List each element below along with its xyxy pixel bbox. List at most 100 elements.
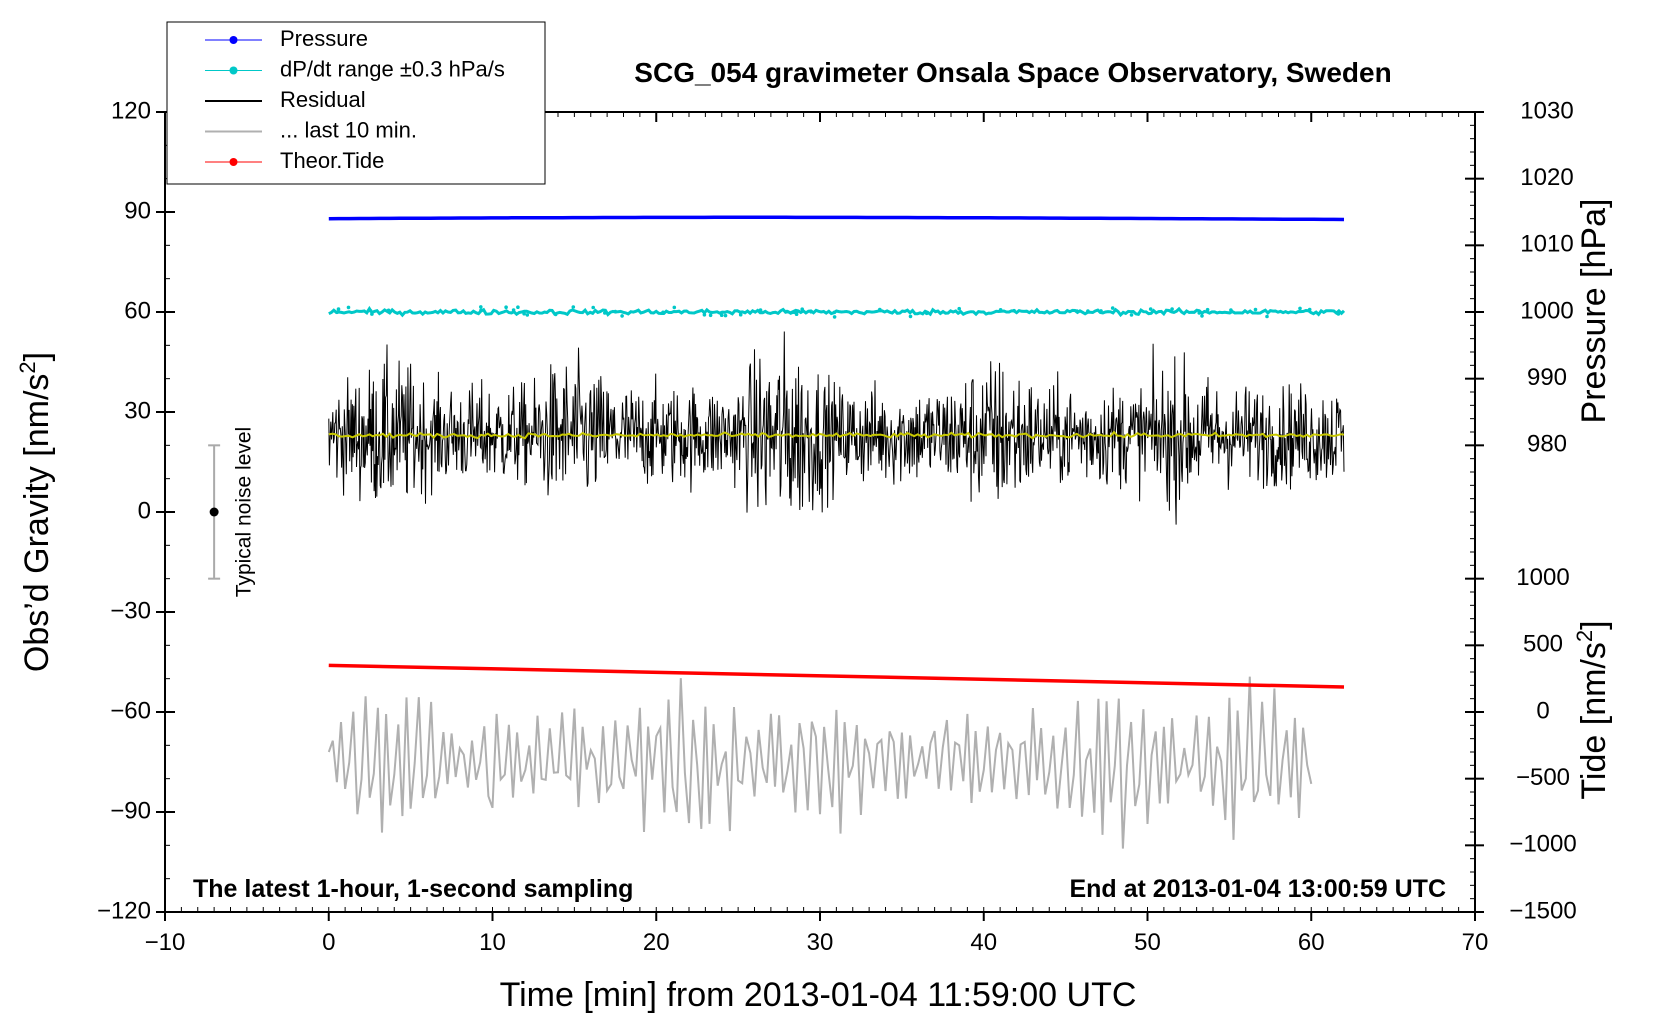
dpdt-point xyxy=(1229,308,1233,312)
dpdt-point xyxy=(790,310,794,315)
series-last-10-min xyxy=(327,676,1313,849)
y-left-tick-label: 60 xyxy=(124,297,151,324)
dpdt-point xyxy=(1200,314,1204,318)
dpdt-point xyxy=(1205,307,1210,312)
dpdt-point xyxy=(661,310,665,315)
dpdt-point xyxy=(1197,311,1201,315)
y-left-tick-label: 90 xyxy=(124,197,151,224)
pressure-tick-label: 990 xyxy=(1527,364,1567,391)
y-axis-pressure-title: Pressure [hPa] xyxy=(1575,199,1613,424)
pressure-tick-label: 980 xyxy=(1527,431,1567,458)
dpdt-point xyxy=(553,312,558,317)
pressure-tick-label: 1000 xyxy=(1520,297,1573,324)
x-tick-label: 10 xyxy=(479,929,506,956)
dpdt-point xyxy=(591,305,595,310)
dpdt-point xyxy=(809,310,813,314)
dpdt-point xyxy=(335,310,339,315)
pressure-tick-label: 1020 xyxy=(1520,164,1573,191)
dpdt-point xyxy=(878,307,882,312)
dpdt-point xyxy=(719,313,724,318)
dpdt-point xyxy=(336,307,341,311)
series-pressure xyxy=(328,215,1345,222)
dpdt-point xyxy=(672,305,677,310)
dpdt-point xyxy=(908,314,913,319)
dpdt-point xyxy=(620,314,624,318)
y-left-tick-label: −60 xyxy=(110,697,151,724)
dpdt-point xyxy=(368,309,373,313)
dpdt-point xyxy=(1265,314,1269,319)
legend-label: ... last 10 min. xyxy=(280,117,417,142)
dpdt-point xyxy=(702,313,707,317)
x-tick-label: −10 xyxy=(145,929,186,956)
dpdt-point xyxy=(832,310,837,315)
dpdt-point xyxy=(1253,307,1258,312)
noise-level-indicator xyxy=(208,444,221,580)
series-residual xyxy=(328,331,1345,525)
tide-tick-label: 1000 xyxy=(1516,564,1569,591)
x-tick-label: 20 xyxy=(643,929,670,956)
y-left-tick-label: −120 xyxy=(97,897,151,924)
dpdt-point xyxy=(723,313,728,318)
dpdt-point xyxy=(603,311,607,315)
y-left-tick-label: −30 xyxy=(110,597,151,624)
tide-tick-label: 0 xyxy=(1536,697,1549,724)
dpdt-point xyxy=(516,305,520,310)
x-tick-label: 70 xyxy=(1462,929,1489,956)
noise-bar-center xyxy=(209,507,219,517)
y-axis-left-title-close: ] xyxy=(18,352,56,361)
dpdt-point xyxy=(1148,307,1153,311)
y-axis-tide-title-sup: 2 xyxy=(1572,630,1597,642)
series-layer xyxy=(327,215,1346,849)
dpdt-point xyxy=(613,309,618,314)
dpdt-point xyxy=(924,311,929,316)
dpdt-point xyxy=(1307,307,1312,312)
x-tick-label: 30 xyxy=(807,929,834,956)
legend-marker xyxy=(229,158,238,166)
y-axis-left-title: Obs’d Gravity [nm/s2] xyxy=(15,352,56,672)
series-residual-mean xyxy=(328,430,1345,440)
x-tick-label: 50 xyxy=(1134,929,1161,956)
annotation-end-time: End at 2013-01-04 13:00:59 UTC xyxy=(1069,875,1446,903)
y-axis-left-title-sup: 2 xyxy=(15,361,40,373)
dpdt-point xyxy=(998,308,1003,312)
x-axis: −10 0 10 20 30 40 50 60 70 xyxy=(145,112,1489,956)
dpdt-point xyxy=(957,306,961,311)
dpdt-point xyxy=(1086,309,1090,313)
dpdt-point xyxy=(504,305,508,310)
dpdt-point xyxy=(1129,313,1134,317)
dpdt-point xyxy=(794,312,799,317)
y-axis-left: 120 90 60 30 0 −30 −60 −90 −120 xyxy=(97,97,175,924)
dpdt-point xyxy=(370,312,374,316)
legend-marker xyxy=(229,66,238,75)
y-left-tick-label: 120 xyxy=(111,97,151,124)
x-tick-label: 40 xyxy=(970,929,997,956)
legend-marker xyxy=(229,36,238,44)
dpdt-point xyxy=(1099,309,1103,313)
dpdt-point xyxy=(1298,306,1302,311)
annotation-sampling: The latest 1-hour, 1-second sampling xyxy=(193,875,633,903)
dpdt-point xyxy=(1012,308,1016,313)
dpdt-point xyxy=(571,305,576,309)
tide-tick-label: −1500 xyxy=(1509,897,1576,924)
dpdt-point xyxy=(479,308,483,313)
dpdt-point xyxy=(1110,306,1115,310)
y-axis-tide-title-text: Tide [nm/s xyxy=(1575,642,1613,799)
dpdt-point xyxy=(1075,309,1079,313)
dpdt-point xyxy=(708,313,713,318)
x-tick-label: 0 xyxy=(322,929,335,956)
dpdt-point xyxy=(386,308,391,313)
noise-level-label: Typical noise level xyxy=(233,427,256,597)
y-left-tick-label: −90 xyxy=(110,797,151,824)
pressure-tick-label: 1030 xyxy=(1520,97,1573,124)
dpdt-point xyxy=(511,308,516,312)
tide-tick-label: −500 xyxy=(1516,764,1570,791)
dpdt-point xyxy=(758,309,763,314)
legend: Pressure dP/dt range ±0.3 hPa/s Residual..… xyxy=(166,21,546,185)
legend-label: Pressure xyxy=(280,26,368,51)
series-theor-tide xyxy=(328,663,1345,689)
legend-box xyxy=(166,21,546,185)
dpdt-point xyxy=(1336,312,1341,316)
tide-tick-label: −1000 xyxy=(1509,831,1576,858)
dpdt-point xyxy=(346,305,351,310)
